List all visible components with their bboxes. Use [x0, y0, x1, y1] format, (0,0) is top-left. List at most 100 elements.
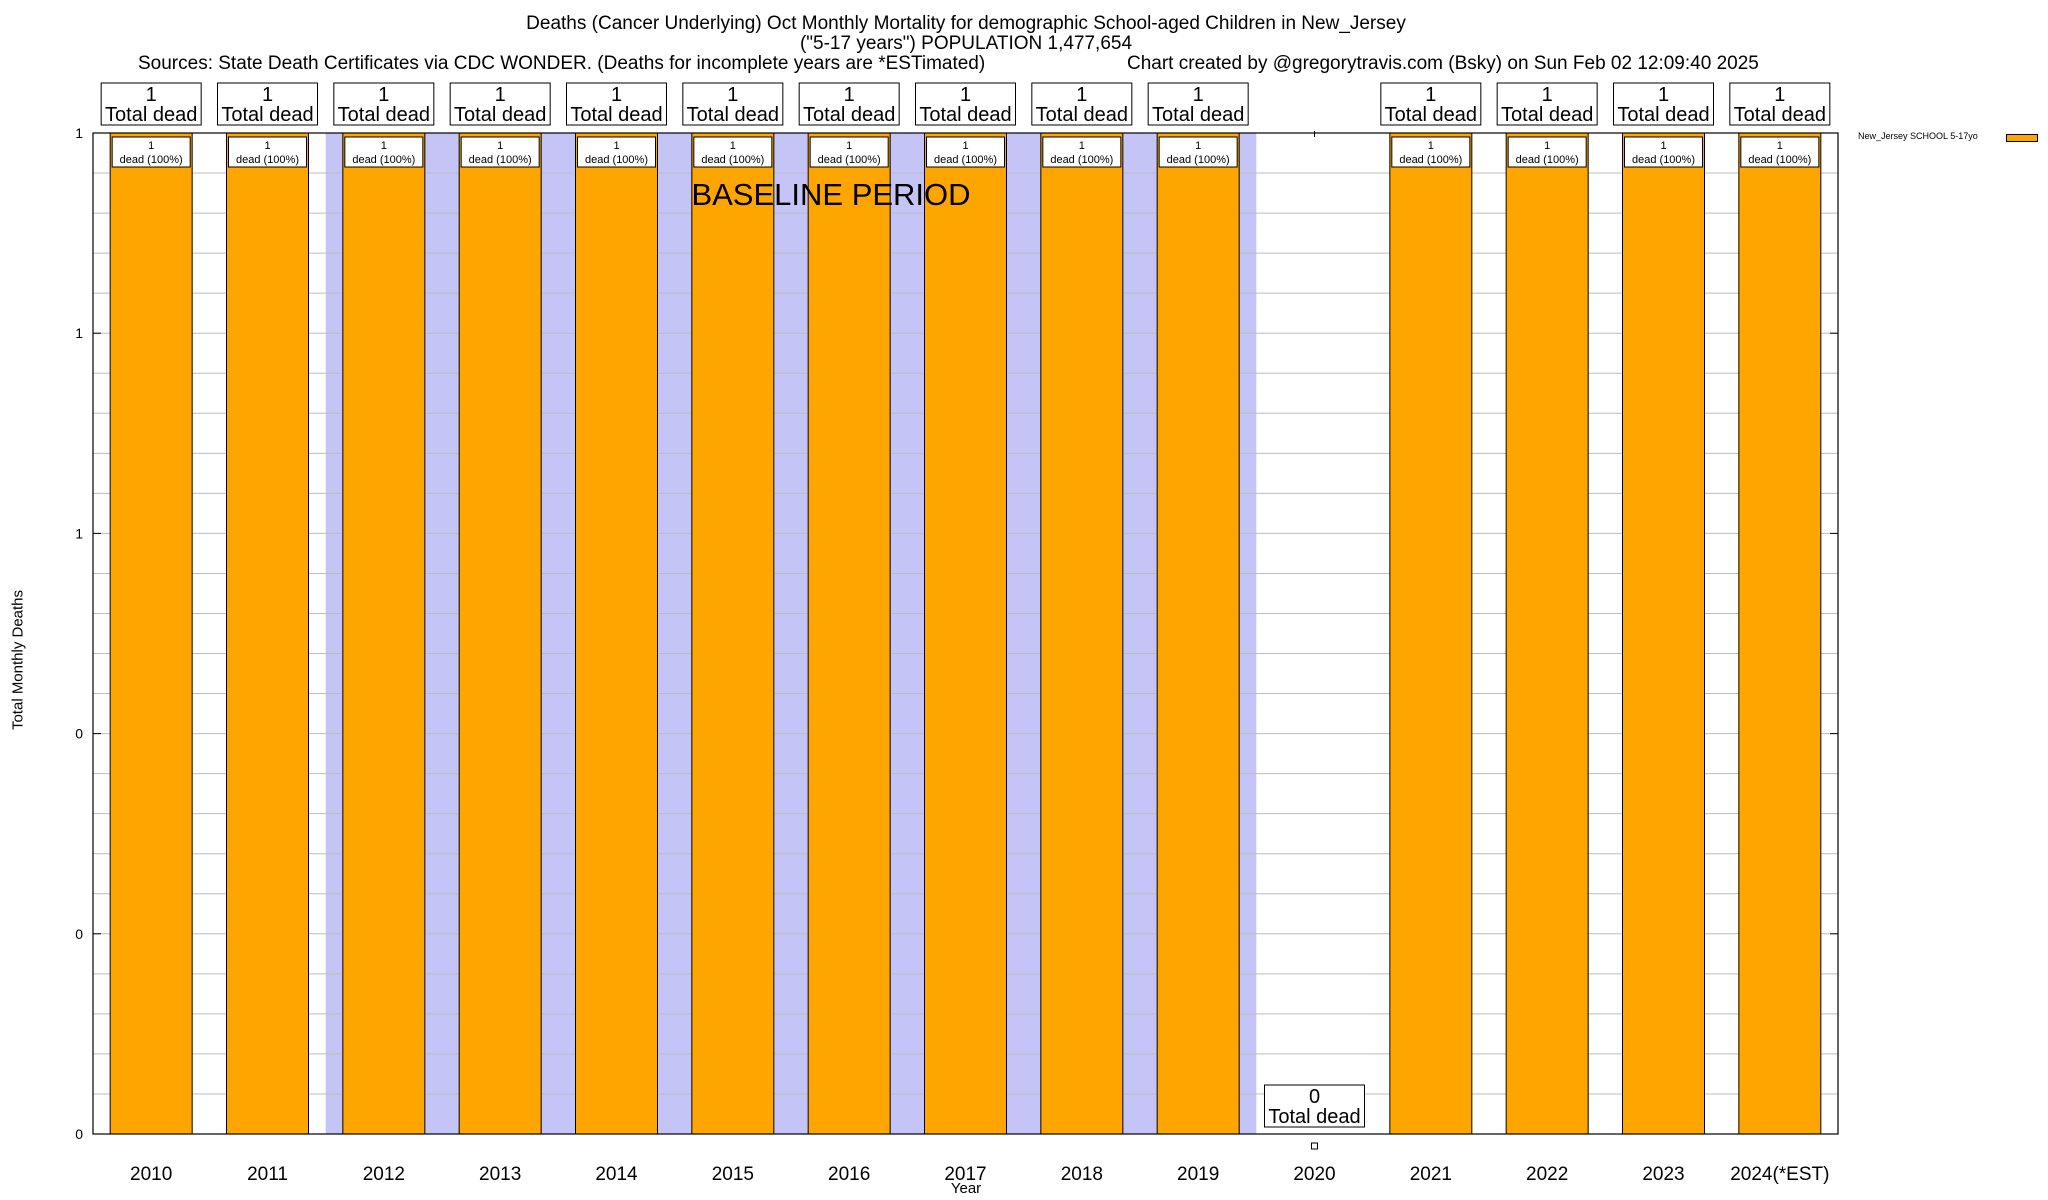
total-label-box: [915, 82, 1016, 126]
total-label-value: 1: [1193, 84, 1204, 106]
total-label-value: 1: [1658, 84, 1669, 106]
legend-swatch: [2006, 134, 2038, 142]
total-label-text: Total dead: [1617, 104, 1709, 126]
chart-sources: Sources: State Death Certificates via CD…: [138, 53, 986, 74]
total-label-value: 0: [1309, 1086, 1320, 1108]
bar: [1738, 132, 1822, 1135]
segment-label-text: dead (100%): [818, 154, 881, 166]
x-tick-label: 2022: [1526, 1164, 1568, 1185]
segment-label-box: [111, 136, 191, 168]
segment-label-text: dead (100%): [1516, 154, 1579, 166]
total-label-box: [1613, 82, 1714, 126]
total-label-value: 1: [262, 84, 273, 106]
total-label-box: [333, 82, 435, 126]
bar: [458, 132, 542, 1135]
total-label-text: Total dead: [1036, 104, 1128, 126]
segment-label-text: dead (100%): [1399, 154, 1462, 166]
bar: [807, 132, 891, 1135]
segment-label-value: 1: [381, 140, 387, 152]
total-label-text: Total dead: [1734, 104, 1826, 126]
total-label-value: 1: [1542, 84, 1553, 106]
segment-label-box: [1158, 136, 1238, 168]
bar: [1389, 132, 1473, 1135]
x-tick-label: 2021: [1410, 1164, 1452, 1185]
segment-label-text: dead (100%): [120, 154, 183, 166]
segment-label-box: [344, 136, 424, 168]
total-label-value: 1: [378, 84, 389, 106]
segment-label-box: [1624, 136, 1703, 168]
x-tick-label: 2013: [479, 1164, 521, 1185]
baseline-period-annotation: BASELINE PERIOD: [691, 177, 970, 212]
total-label-text: Total dead: [1152, 104, 1244, 126]
bar: [1505, 132, 1589, 1135]
x-tick-label: 2017: [944, 1164, 986, 1185]
x-tick-label: 2019: [1177, 1164, 1219, 1185]
y-tick-label: 0: [75, 726, 83, 742]
segment-label-text: dead (100%): [1748, 154, 1811, 166]
total-label-value: 1: [1425, 84, 1436, 106]
total-label-text: Total dead: [803, 104, 895, 126]
segment-label-value: 1: [1777, 140, 1783, 152]
legend-label: New_Jersey SCHOOL 5-17yo: [1858, 131, 1978, 141]
bar: [575, 132, 658, 1135]
segment-label-box: [1507, 136, 1587, 168]
bar: [1156, 132, 1240, 1135]
segment-label-value: 1: [1544, 140, 1550, 152]
total-label-text: Total dead: [338, 104, 430, 126]
segment-label-value: 1: [730, 140, 736, 152]
total-label-text: Total dead: [1501, 104, 1593, 126]
segment-label-value: 1: [846, 140, 852, 152]
segment-label-text: dead (100%): [236, 154, 299, 166]
total-label-text: Total dead: [687, 104, 779, 126]
chart-title: Deaths (Cancer Underlying) Oct Monthly M…: [526, 13, 1406, 34]
total-label-value: 1: [611, 84, 622, 106]
x-axis-label: Year: [950, 1180, 982, 1197]
total-label-text: Total dead: [919, 104, 1011, 126]
segment-label-value: 1: [1428, 140, 1434, 152]
segment-label-box: [460, 136, 540, 168]
chart-credit: Chart created by @gregorytravis.com (Bsk…: [1127, 53, 1759, 74]
segment-label-box: [228, 136, 307, 168]
total-label-box: [1496, 82, 1598, 126]
total-label-value: 1: [495, 84, 506, 106]
bar: [691, 132, 775, 1135]
total-label-text: Total dead: [570, 104, 662, 126]
x-tick-label: 2012: [363, 1164, 405, 1185]
total-label-value: 1: [1774, 84, 1785, 106]
total-label-box: [449, 82, 551, 126]
total-label-value: 1: [960, 84, 971, 106]
segment-label-box: [577, 136, 656, 168]
segment-label-value: 1: [264, 140, 270, 152]
total-label-text: Total dead: [1268, 1106, 1360, 1128]
total-label-box: [100, 82, 202, 126]
bar: [342, 132, 426, 1135]
x-tick-label: 2015: [712, 1164, 754, 1185]
segment-label-value: 1: [1195, 140, 1201, 152]
total-label-text: Total dead: [105, 104, 197, 126]
bar: [226, 132, 309, 1135]
total-label-value: 1: [1076, 84, 1087, 106]
segment-label-box: [1391, 136, 1471, 168]
y-tick-label: 1: [75, 525, 83, 541]
x-tick-label: 2018: [1061, 1164, 1103, 1185]
y-tick-label: 0: [75, 1126, 83, 1142]
x-tick-label: 2023: [1642, 1164, 1684, 1185]
segment-label-text: dead (100%): [1167, 154, 1230, 166]
x-tick-label: 2024(*EST): [1730, 1164, 1829, 1185]
segment-label-value: 1: [1079, 140, 1085, 152]
segment-label-text: dead (100%): [352, 154, 415, 166]
total-label-text: Total dead: [221, 104, 313, 126]
x-tick-label: 2010: [130, 1164, 172, 1185]
y-tick-label: 1: [75, 125, 83, 141]
segment-label-box: [926, 136, 1005, 168]
segment-label-text: dead (100%): [1050, 154, 1113, 166]
bar: [924, 132, 1007, 1135]
total-label-box: [1729, 82, 1831, 126]
y-tick-label: 1: [75, 325, 83, 341]
x-tick-label: 2016: [828, 1164, 870, 1185]
plot-frame: [92, 132, 1839, 1135]
total-label-box: [1380, 82, 1482, 126]
total-label-box: [1147, 82, 1249, 126]
segment-label-text: dead (100%): [585, 154, 648, 166]
